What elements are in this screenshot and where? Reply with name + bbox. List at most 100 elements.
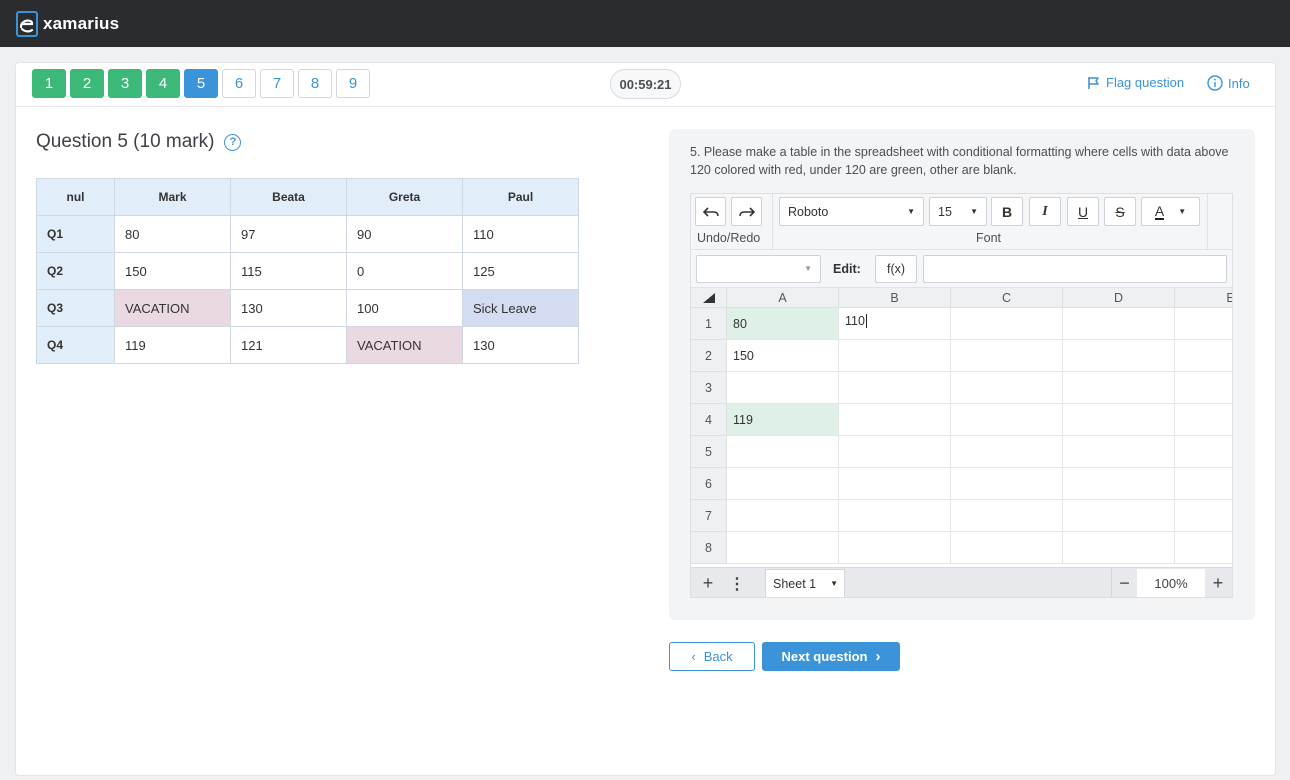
cell-a6[interactable] bbox=[727, 468, 839, 500]
row-header-1[interactable]: 1 bbox=[691, 308, 727, 340]
cell-e5[interactable] bbox=[1175, 436, 1232, 468]
table-header-cell: Paul bbox=[462, 178, 579, 216]
row-header-4[interactable]: 4 bbox=[691, 404, 727, 436]
question-nav-4[interactable]: 4 bbox=[146, 69, 180, 98]
undo-redo-label: Undo/Redo bbox=[697, 231, 761, 245]
row-header-2[interactable]: 2 bbox=[691, 340, 727, 372]
cell-c2[interactable] bbox=[951, 340, 1063, 372]
cell-e8[interactable] bbox=[1175, 532, 1232, 564]
cell-d7[interactable] bbox=[1063, 500, 1175, 532]
cell-a8[interactable] bbox=[727, 532, 839, 564]
strikethrough-button[interactable]: S bbox=[1104, 197, 1136, 226]
cell-e1[interactable] bbox=[1175, 308, 1232, 340]
cell-c6[interactable] bbox=[951, 468, 1063, 500]
cell-a5[interactable] bbox=[727, 436, 839, 468]
text-color-button[interactable]: A ▼ bbox=[1141, 197, 1200, 226]
cell-a4[interactable]: 119 bbox=[727, 404, 839, 436]
column-header-c[interactable]: C bbox=[951, 288, 1063, 308]
cell-e2[interactable] bbox=[1175, 340, 1232, 372]
cell-b2[interactable] bbox=[839, 340, 951, 372]
cell-b5[interactable] bbox=[839, 436, 951, 468]
sheet-menu-button[interactable]: ⋮ bbox=[725, 568, 749, 597]
cell-d8[interactable] bbox=[1063, 532, 1175, 564]
cell-e4[interactable] bbox=[1175, 404, 1232, 436]
cell-a3[interactable] bbox=[727, 372, 839, 404]
table-row-header: Q4 bbox=[36, 326, 115, 364]
cell-b3[interactable] bbox=[839, 372, 951, 404]
cell-b8[interactable] bbox=[839, 532, 951, 564]
cell-e6[interactable] bbox=[1175, 468, 1232, 500]
cell-b7[interactable] bbox=[839, 500, 951, 532]
row-header-7[interactable]: 7 bbox=[691, 500, 727, 532]
cell-e7[interactable] bbox=[1175, 500, 1232, 532]
question-nav-3[interactable]: 3 bbox=[108, 69, 142, 98]
function-button[interactable]: f(x) bbox=[875, 255, 917, 283]
cell-b6[interactable] bbox=[839, 468, 951, 500]
row-header-6[interactable]: 6 bbox=[691, 468, 727, 500]
info-link[interactable]: Info bbox=[1207, 75, 1250, 91]
cell-d5[interactable] bbox=[1063, 436, 1175, 468]
add-sheet-button[interactable]: + bbox=[695, 568, 721, 597]
bold-button[interactable]: B bbox=[991, 197, 1023, 226]
chevron-down-icon: ▼ bbox=[1178, 207, 1187, 216]
cell-d3[interactable] bbox=[1063, 372, 1175, 404]
column-header-b[interactable]: B bbox=[839, 288, 951, 308]
undo-button[interactable] bbox=[695, 197, 726, 226]
cell-c8[interactable] bbox=[951, 532, 1063, 564]
cell-a1[interactable]: 80 bbox=[727, 308, 839, 340]
question-nav-1[interactable]: 1 bbox=[32, 69, 66, 98]
cell-b1-value: 110 bbox=[845, 314, 867, 328]
next-question-button[interactable]: Next question › bbox=[762, 642, 900, 671]
cell-d6[interactable] bbox=[1063, 468, 1175, 500]
cell-c5[interactable] bbox=[951, 436, 1063, 468]
cell-b1[interactable]: 110 bbox=[839, 308, 951, 340]
question-nav-2[interactable]: 2 bbox=[70, 69, 104, 98]
edit-label: Edit: bbox=[833, 262, 861, 276]
cell-a7[interactable] bbox=[727, 500, 839, 532]
formula-input[interactable] bbox=[923, 255, 1227, 283]
cell-name-select[interactable]: ▼ bbox=[696, 255, 821, 283]
cell-d2[interactable] bbox=[1063, 340, 1175, 372]
column-header-a[interactable]: A bbox=[727, 288, 839, 308]
cell-c1[interactable] bbox=[951, 308, 1063, 340]
cell-c3[interactable] bbox=[951, 372, 1063, 404]
undo-icon bbox=[702, 206, 719, 217]
question-nav-7[interactable]: 7 bbox=[260, 69, 294, 98]
underline-button[interactable]: U bbox=[1067, 197, 1099, 226]
zoom-in-button[interactable]: + bbox=[1205, 568, 1231, 597]
toolbar-divider bbox=[1207, 194, 1208, 250]
sheet-tab[interactable]: Sheet 1 ▼ bbox=[765, 569, 845, 597]
cell-d1[interactable] bbox=[1063, 308, 1175, 340]
italic-button[interactable]: I bbox=[1029, 197, 1061, 226]
column-header-d[interactable]: D bbox=[1063, 288, 1175, 308]
question-nav-6[interactable]: 6 bbox=[222, 69, 256, 98]
cell-c7[interactable] bbox=[951, 500, 1063, 532]
back-button[interactable]: ‹ Back bbox=[669, 642, 755, 671]
cell-c4[interactable] bbox=[951, 404, 1063, 436]
question-nav-9[interactable]: 9 bbox=[336, 69, 370, 98]
row-header-5[interactable]: 5 bbox=[691, 436, 727, 468]
zoom-level[interactable]: 100% bbox=[1137, 569, 1205, 597]
help-icon[interactable]: ? bbox=[224, 133, 242, 151]
flag-question-link[interactable]: Flag question bbox=[1087, 75, 1184, 90]
table-cell: 0 bbox=[346, 252, 463, 290]
font-family-select[interactable]: Roboto ▼ bbox=[779, 197, 924, 226]
redo-button[interactable] bbox=[731, 197, 762, 226]
table-cell: 80 bbox=[114, 215, 231, 253]
task-panel: 5. Please make a table in the spreadshee… bbox=[669, 129, 1255, 620]
font-size-select[interactable]: 15 ▼ bbox=[929, 197, 987, 226]
table-cell: 119 bbox=[114, 326, 231, 364]
column-header-e[interactable]: E bbox=[1175, 288, 1232, 308]
cell-b4[interactable] bbox=[839, 404, 951, 436]
strikethrough-icon: S bbox=[1115, 203, 1125, 220]
table-cell: 150 bbox=[114, 252, 231, 290]
select-all-corner[interactable] bbox=[691, 288, 727, 308]
cell-e3[interactable] bbox=[1175, 372, 1232, 404]
zoom-out-button[interactable]: − bbox=[1111, 568, 1137, 597]
question-nav-5[interactable]: 5 bbox=[184, 69, 218, 98]
question-nav-8[interactable]: 8 bbox=[298, 69, 332, 98]
cell-d4[interactable] bbox=[1063, 404, 1175, 436]
row-header-8[interactable]: 8 bbox=[691, 532, 727, 564]
row-header-3[interactable]: 3 bbox=[691, 372, 727, 404]
cell-a2[interactable]: 150 bbox=[727, 340, 839, 372]
